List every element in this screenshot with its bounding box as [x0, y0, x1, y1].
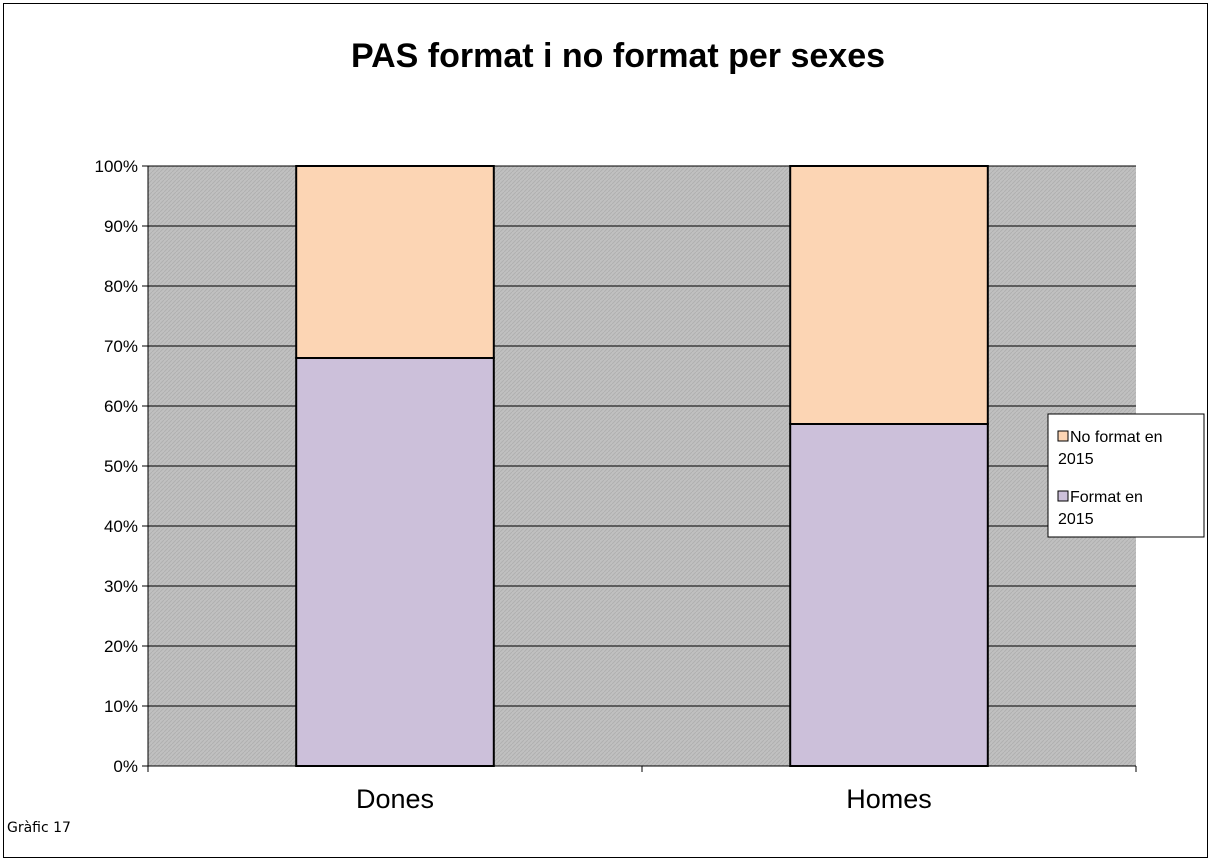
legend-label: No format en — [1070, 429, 1162, 446]
x-tick-label: Homes — [846, 784, 932, 814]
y-tick-label: 70% — [104, 337, 138, 356]
y-tick-label: 10% — [104, 697, 138, 716]
y-tick-label: 0% — [113, 757, 138, 776]
x-tick-label: Dones — [356, 784, 434, 814]
legend-swatch — [1057, 490, 1069, 502]
legend-label-cont: 2015 — [1058, 451, 1094, 468]
bar-dones-no-format — [295, 165, 495, 359]
legend-label-cont: 2015 — [1058, 511, 1094, 528]
y-tick-label: 50% — [104, 457, 138, 476]
y-tick-label: 80% — [104, 277, 138, 296]
y-tick-label: 40% — [104, 517, 138, 536]
y-tick-label: 30% — [104, 577, 138, 596]
legend-box — [1047, 413, 1205, 538]
y-tick-label: 60% — [104, 397, 138, 416]
y-tick-label: 100% — [95, 157, 138, 176]
y-tick-label: 90% — [104, 217, 138, 236]
bar-homes-format — [789, 423, 989, 767]
bar-dones-format — [295, 357, 495, 767]
chart-title: PAS format i no format per sexes — [351, 37, 885, 75]
y-tick-label: 20% — [104, 637, 138, 656]
plot-area: 0% 10% 20% 30% 40% 50% 60% 70% 80% 90% 100% Dones Ho… — [95, 157, 1137, 814]
legend: No format en 2015 Format en 2015 — [1047, 413, 1205, 538]
bar-homes-no-format — [789, 165, 989, 425]
legend-swatch — [1057, 430, 1069, 442]
figure-caption: Gràfic 17 — [7, 820, 71, 836]
legend-label: Format en — [1070, 489, 1143, 506]
